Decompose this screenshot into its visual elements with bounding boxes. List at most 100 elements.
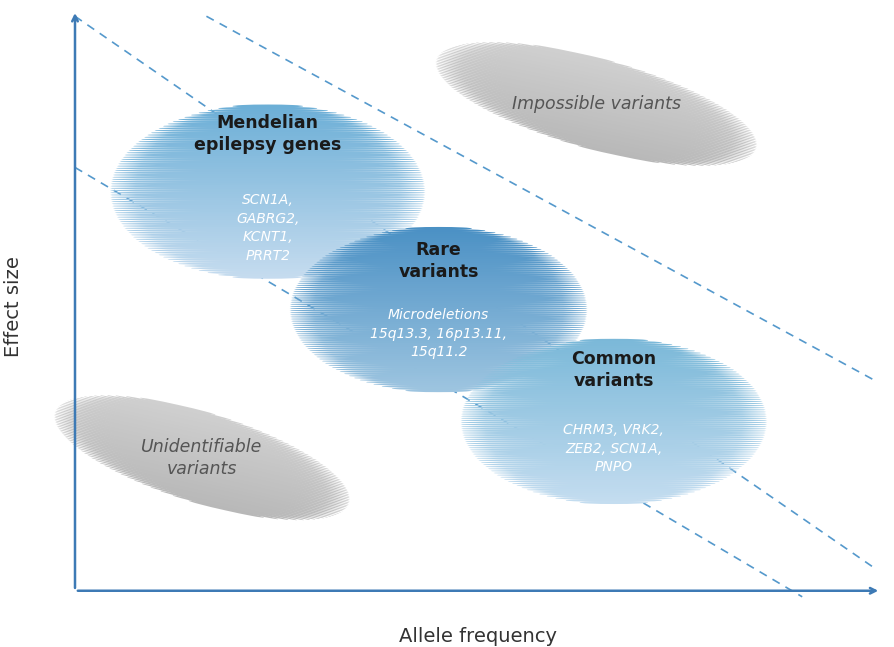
Ellipse shape [109,468,328,518]
Ellipse shape [435,66,753,133]
Ellipse shape [55,419,344,484]
Ellipse shape [291,294,586,298]
Ellipse shape [80,450,345,510]
Ellipse shape [160,491,289,520]
Ellipse shape [473,388,755,390]
Text: Common
variants: Common variants [571,350,656,390]
Ellipse shape [133,144,402,148]
Ellipse shape [405,389,472,392]
Ellipse shape [94,395,270,435]
Ellipse shape [148,247,388,250]
Ellipse shape [443,79,757,145]
Ellipse shape [517,356,712,359]
Ellipse shape [441,52,734,115]
Ellipse shape [129,231,407,234]
Ellipse shape [354,377,523,380]
Ellipse shape [488,373,740,376]
Ellipse shape [483,377,745,380]
Ellipse shape [500,476,728,479]
Ellipse shape [316,355,561,358]
Ellipse shape [566,341,662,344]
Text: Mendelian
epilepsy genes: Mendelian epilepsy genes [194,114,342,154]
Text: Microdeletions
15q13.3, 16p13.11,
15q11.2: Microdeletions 15q13.3, 16p13.11, 15q11.… [370,309,507,359]
Ellipse shape [462,408,765,411]
Ellipse shape [112,204,424,208]
Ellipse shape [579,339,648,342]
Ellipse shape [151,131,384,135]
Ellipse shape [295,286,582,289]
Ellipse shape [111,182,425,186]
Ellipse shape [124,153,411,157]
Ellipse shape [144,245,392,248]
Ellipse shape [55,414,339,478]
Ellipse shape [118,218,417,221]
Ellipse shape [477,457,751,460]
Ellipse shape [140,398,215,415]
Ellipse shape [290,311,587,314]
Ellipse shape [519,125,711,166]
Ellipse shape [59,406,324,465]
Ellipse shape [110,186,426,190]
Ellipse shape [440,75,757,142]
Ellipse shape [60,432,350,496]
Ellipse shape [218,107,317,110]
Ellipse shape [126,396,232,420]
Ellipse shape [91,458,340,514]
Text: Allele frequency: Allele frequency [399,627,557,646]
Ellipse shape [451,87,755,151]
Ellipse shape [112,175,424,179]
Ellipse shape [155,251,381,254]
Ellipse shape [478,459,749,462]
Ellipse shape [456,91,754,154]
Ellipse shape [561,140,676,165]
Ellipse shape [461,430,766,432]
Ellipse shape [55,422,346,488]
Ellipse shape [482,108,738,162]
Ellipse shape [486,111,735,163]
Ellipse shape [121,222,415,225]
Ellipse shape [359,378,518,382]
Ellipse shape [303,273,574,276]
Ellipse shape [466,398,762,401]
Ellipse shape [508,480,720,483]
Ellipse shape [444,50,728,110]
Ellipse shape [354,239,523,243]
Ellipse shape [578,146,660,163]
Ellipse shape [496,42,656,76]
Ellipse shape [504,362,724,365]
Ellipse shape [468,444,761,447]
Ellipse shape [462,433,765,437]
Ellipse shape [349,375,528,377]
Ellipse shape [512,358,716,361]
Ellipse shape [470,43,688,89]
Ellipse shape [84,453,343,511]
Ellipse shape [461,427,766,430]
Ellipse shape [480,378,747,382]
Ellipse shape [527,128,704,166]
Ellipse shape [291,318,586,320]
Ellipse shape [448,85,756,149]
Ellipse shape [55,417,342,482]
Ellipse shape [491,370,737,373]
Ellipse shape [485,375,742,378]
Ellipse shape [497,366,731,369]
Ellipse shape [527,351,701,355]
Ellipse shape [477,105,741,161]
Ellipse shape [307,269,570,272]
Ellipse shape [309,267,569,270]
Ellipse shape [555,343,672,346]
Ellipse shape [382,231,495,234]
Ellipse shape [155,129,381,132]
Ellipse shape [511,122,717,166]
Ellipse shape [118,162,417,166]
Ellipse shape [435,63,750,129]
Ellipse shape [84,397,283,441]
Ellipse shape [311,265,566,268]
Ellipse shape [189,501,264,518]
Ellipse shape [446,49,723,107]
Ellipse shape [115,167,420,170]
Ellipse shape [319,259,559,261]
Ellipse shape [126,229,409,232]
Ellipse shape [319,357,559,360]
Ellipse shape [539,492,688,496]
